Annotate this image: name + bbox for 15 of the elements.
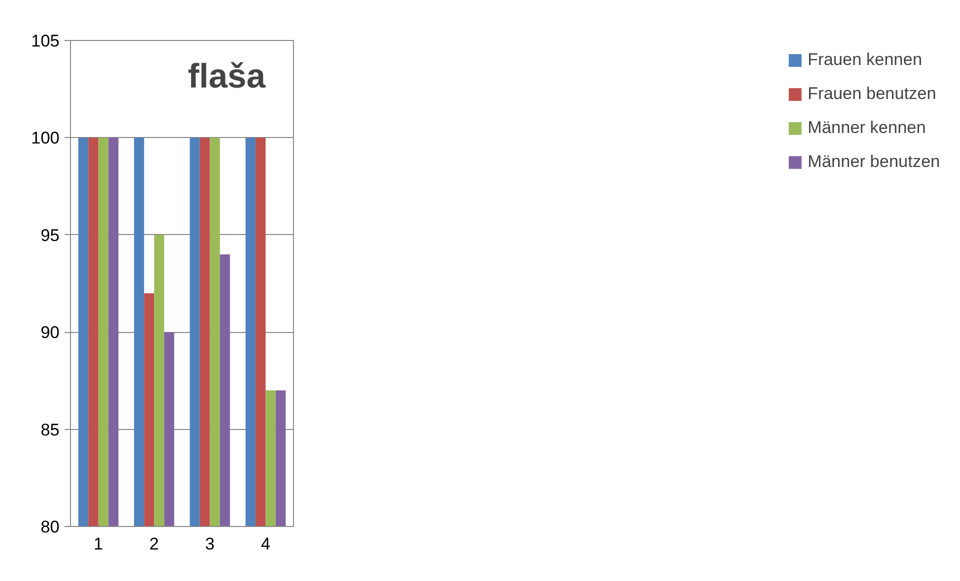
- y-tick-label: 85: [40, 420, 60, 440]
- y-tick-label: 105: [31, 32, 60, 50]
- text: flaša: [188, 58, 266, 96]
- y-tick-label: 80: [40, 518, 60, 536]
- x-tick-label: 1: [94, 534, 104, 554]
- y-tick-label: 100: [31, 128, 60, 148]
- legend-label: Männer benutzen: [808, 152, 940, 172]
- x-tick-label: 3: [205, 534, 215, 554]
- x-tick-label: 4: [260, 534, 270, 554]
- y-tick-label: 90: [40, 323, 60, 342]
- y-tick-label: 95: [40, 226, 60, 245]
- legend-label: Frauen kennen: [808, 50, 922, 70]
- legend-label: Männer kennen: [808, 118, 926, 138]
- x-tick-label: 2: [149, 534, 159, 554]
- legend-label: Frauen benutzen: [808, 84, 936, 104]
